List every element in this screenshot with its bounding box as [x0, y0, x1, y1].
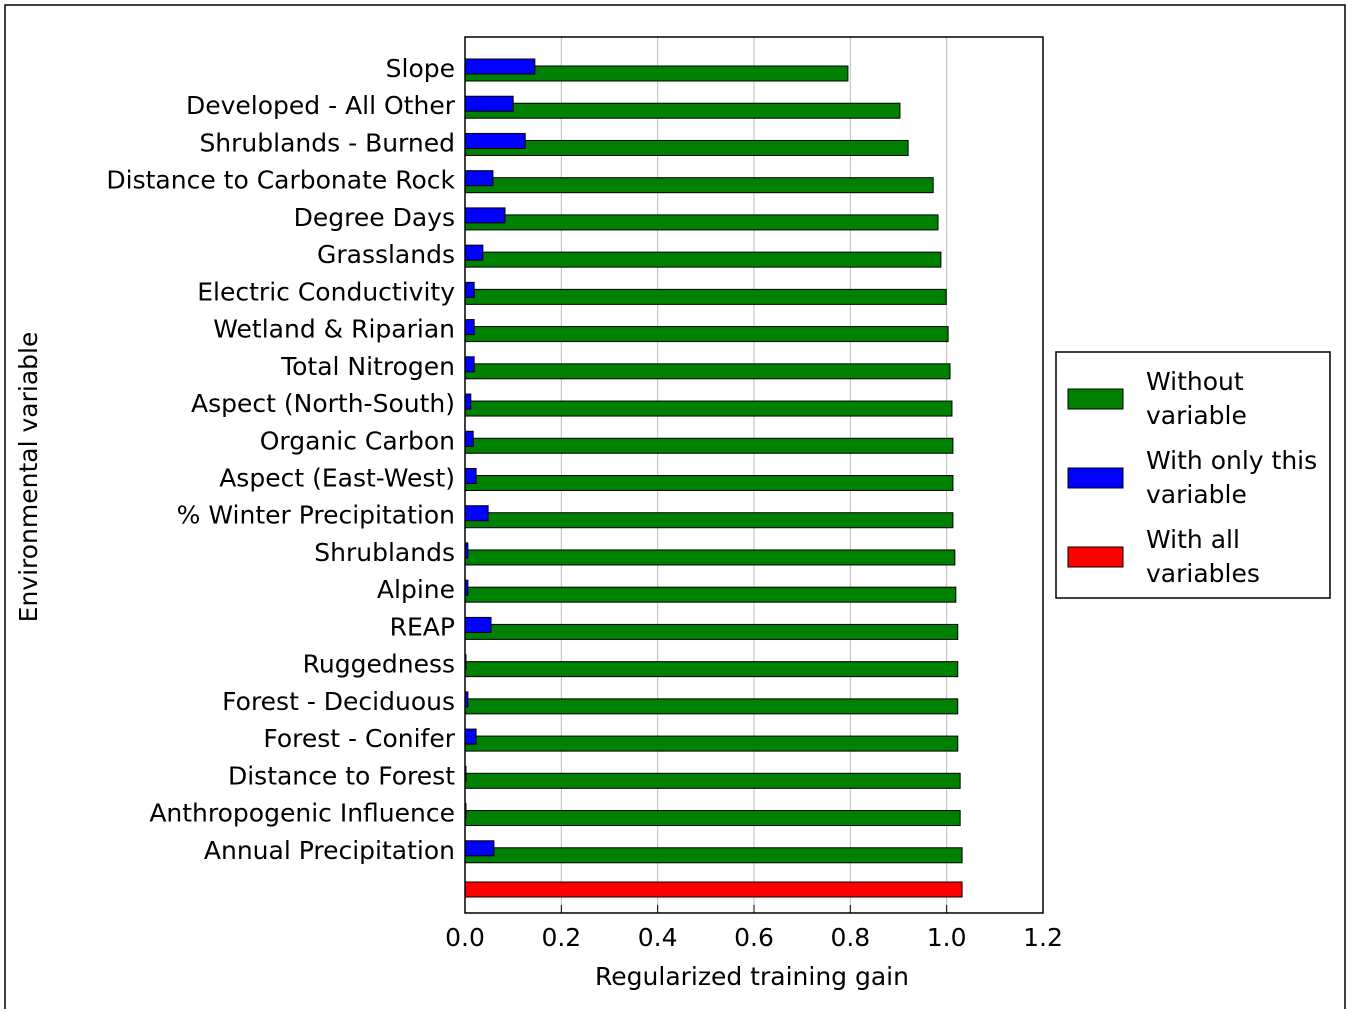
bar — [464, 170, 494, 187]
y-tick-label: Slope — [386, 54, 455, 83]
bar — [464, 437, 954, 454]
bar — [464, 132, 526, 149]
legend-item: With only this variable — [1146, 446, 1318, 509]
bar — [464, 623, 959, 640]
bar — [464, 881, 963, 898]
legend-item: With all variables — [1146, 525, 1260, 588]
bar — [464, 430, 474, 447]
bar — [464, 326, 949, 343]
bar — [464, 139, 909, 156]
y-tick-label: Aspect (East-West) — [219, 464, 455, 493]
bar — [464, 505, 489, 522]
x-tick-label: 0.8 — [830, 923, 870, 952]
y-tick-label: Degree Days — [294, 203, 455, 232]
y-tick-label: Grasslands — [317, 240, 455, 269]
bar — [464, 400, 953, 417]
bar — [464, 549, 956, 566]
bar — [464, 281, 475, 298]
y-tick-label: Total Nitrogen — [280, 352, 455, 381]
bar — [464, 363, 951, 380]
bar — [464, 393, 472, 410]
y-tick-label: Electric Conductivity — [197, 277, 455, 306]
y-tick-label: REAP — [390, 612, 455, 641]
legend-label: With all variables — [1146, 525, 1260, 588]
y-tick-label: Forest - Deciduous — [222, 687, 455, 716]
bar — [464, 772, 961, 789]
bar — [464, 810, 961, 827]
x-tick-label: 0.0 — [445, 923, 485, 952]
bar — [464, 288, 947, 305]
bar — [464, 735, 959, 752]
y-tick-label: Distance to Carbonate Rock — [106, 166, 455, 195]
y-tick-label: Distance to Forest — [228, 761, 455, 790]
bar — [464, 728, 477, 745]
x-tick-label: 0.2 — [541, 923, 581, 952]
x-tick-label: 0.6 — [734, 923, 774, 952]
legend-swatch — [1067, 467, 1124, 489]
plot-frame — [464, 36, 1044, 914]
legend-label: Without variable — [1146, 367, 1247, 430]
legend-label: With only this variable — [1146, 446, 1318, 509]
bar — [464, 356, 475, 373]
y-tick-label: % Winter Precipitation — [177, 501, 455, 530]
y-tick-label: Shrublands — [314, 538, 455, 567]
y-tick-label: Organic Carbon — [260, 426, 455, 455]
bar — [464, 512, 954, 529]
y-tick-label: Forest - Conifer — [263, 724, 455, 753]
x-tick-label: 1.0 — [927, 923, 967, 952]
y-tick-label: Developed - All Other — [186, 91, 456, 120]
legend-item: Without variable — [1146, 367, 1247, 430]
y-tick-label: Ruggedness — [303, 650, 455, 679]
bar — [464, 468, 477, 484]
legend-swatch — [1067, 546, 1124, 568]
y-axis-label: Environmental variable — [14, 332, 43, 623]
bar — [464, 207, 506, 224]
x-tick-label: 1.2 — [1023, 923, 1063, 952]
legend-swatch — [1067, 388, 1124, 410]
bar — [464, 586, 957, 603]
bar — [464, 102, 901, 119]
bar — [464, 847, 963, 864]
y-tick-label: Annual Precipitation — [204, 836, 455, 865]
x-tick-label: 0.4 — [638, 923, 678, 952]
bar — [464, 251, 942, 268]
bar — [464, 616, 492, 633]
bar — [464, 177, 934, 194]
bar — [464, 475, 954, 491]
bar — [464, 840, 495, 857]
y-tick-label: Alpine — [377, 575, 455, 604]
bar — [464, 319, 475, 336]
bar — [464, 661, 959, 678]
x-axis-label: Regularized training gain — [595, 962, 909, 991]
bar — [464, 244, 484, 261]
bar — [464, 698, 959, 715]
bar — [464, 95, 514, 112]
y-tick-label: Anthropogenic Influence — [149, 799, 455, 828]
y-tick-label: Wetland & Riparian — [213, 315, 455, 344]
bar — [464, 214, 939, 231]
y-tick-label: Aspect (North-South) — [191, 389, 455, 418]
y-tick-label: Shrublands - Burned — [199, 128, 455, 157]
bar — [464, 58, 536, 75]
